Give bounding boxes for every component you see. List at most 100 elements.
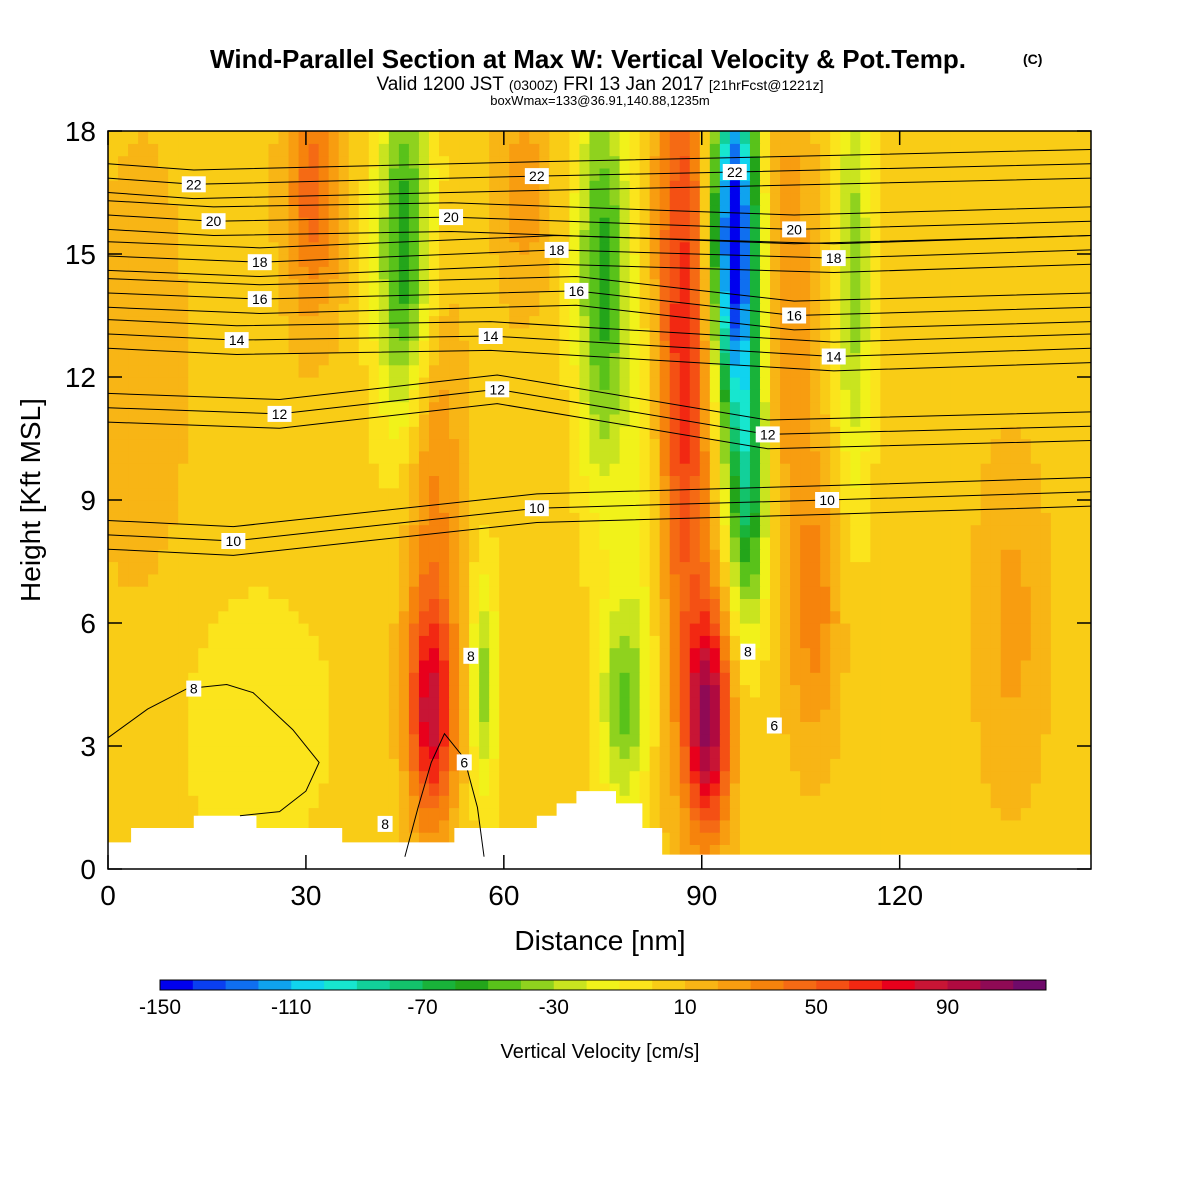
- velocity-cell: [1000, 475, 1012, 489]
- velocity-cell: [178, 659, 189, 673]
- velocity-cell: [960, 327, 972, 341]
- velocity-cell: [790, 340, 801, 353]
- velocity-cell: [539, 573, 550, 587]
- velocity-cell: [288, 684, 300, 698]
- velocity-cell: [298, 721, 310, 735]
- velocity-cell: [940, 463, 952, 476]
- velocity-cell: [719, 278, 731, 292]
- velocity-cell: [268, 733, 280, 747]
- velocity-cell: [529, 450, 540, 464]
- velocity-cell: [669, 327, 681, 341]
- velocity-cell: [258, 647, 270, 661]
- velocity-cell: [739, 290, 751, 304]
- velocity-cell: [770, 463, 781, 476]
- velocity-cell: [479, 696, 490, 710]
- velocity-cell: [950, 684, 962, 698]
- velocity-cell: [1000, 844, 1012, 858]
- velocity-cell: [148, 586, 159, 599]
- velocity-cell: [198, 782, 209, 796]
- velocity-cell: [348, 586, 360, 599]
- velocity-cell: [639, 623, 651, 636]
- velocity-cell: [408, 549, 420, 563]
- velocity-cell: [780, 389, 791, 403]
- velocity-cell: [108, 598, 119, 612]
- velocity-cell: [268, 266, 280, 280]
- velocity-cell: [1030, 659, 1042, 673]
- velocity-cell: [338, 389, 350, 403]
- velocity-cell: [810, 684, 821, 698]
- velocity-cell: [308, 315, 320, 329]
- velocity-cell: [158, 352, 169, 366]
- velocity-cell: [840, 266, 851, 280]
- velocity-cell: [719, 254, 731, 267]
- velocity-cell: [609, 696, 621, 710]
- velocity-cell: [599, 290, 611, 304]
- velocity-cell: [1070, 721, 1082, 735]
- velocity-cell: [529, 807, 540, 821]
- velocity-cell: [398, 635, 410, 649]
- velocity-cell: [549, 413, 560, 427]
- velocity-cell: [910, 266, 922, 280]
- velocity-cell: [559, 782, 571, 796]
- velocity-cell: [258, 450, 270, 464]
- velocity-cell: [218, 610, 229, 624]
- velocity-cell: [128, 290, 139, 304]
- velocity-cell: [358, 647, 370, 661]
- velocity-cell: [629, 364, 641, 378]
- velocity-cell: [499, 635, 510, 649]
- velocity-cell: [108, 438, 119, 452]
- velocity-cell: [479, 647, 490, 661]
- velocity-cell: [990, 561, 1002, 575]
- velocity-cell: [459, 746, 470, 759]
- velocity-cell: [739, 536, 751, 550]
- velocity-cell: [128, 549, 139, 563]
- velocity-cell: [830, 549, 841, 563]
- velocity-cell: [579, 327, 591, 341]
- velocity-cell: [469, 254, 480, 267]
- velocity-cell: [559, 672, 571, 686]
- velocity-cell: [970, 782, 982, 796]
- velocity-cell: [770, 684, 781, 698]
- velocity-cell: [830, 389, 841, 403]
- velocity-cell: [990, 352, 1002, 366]
- velocity-cell: [649, 549, 661, 563]
- velocity-cell: [509, 315, 520, 329]
- velocity-cell: [158, 586, 169, 599]
- velocity-cell: [840, 623, 851, 636]
- velocity-cell: [298, 635, 310, 649]
- velocity-cell: [940, 844, 952, 858]
- velocity-cell: [569, 598, 581, 612]
- velocity-cell: [489, 450, 500, 464]
- velocity-cell: [810, 377, 821, 390]
- velocity-cell: [850, 647, 861, 661]
- velocity-cell: [1030, 696, 1042, 710]
- velocity-cell: [870, 266, 881, 280]
- velocity-cell: [138, 438, 149, 452]
- velocity-cell: [278, 672, 290, 686]
- velocity-cell: [890, 659, 902, 673]
- velocity-cell: [830, 659, 841, 673]
- velocity-cell: [990, 844, 1002, 858]
- velocity-cell: [1070, 364, 1082, 378]
- velocity-cell: [318, 438, 330, 452]
- velocity-cell: [689, 770, 701, 784]
- velocity-cell: [138, 635, 149, 649]
- velocity-cell: [519, 241, 530, 255]
- velocity-cell: [529, 241, 540, 255]
- velocity-cell: [579, 450, 591, 464]
- velocity-cell: [930, 512, 942, 526]
- velocity-cell: [509, 340, 520, 353]
- velocity-cell: [368, 377, 380, 390]
- velocity-cell: [1070, 561, 1082, 575]
- velocity-cell: [469, 536, 480, 550]
- velocity-cell: [699, 340, 711, 353]
- velocity-cell: [459, 709, 470, 722]
- velocity-cell: [1030, 303, 1042, 317]
- velocity-cell: [780, 770, 791, 784]
- velocity-cell: [439, 598, 450, 612]
- velocity-cell: [970, 278, 982, 292]
- velocity-cell: [358, 413, 370, 427]
- velocity-cell: [629, 795, 641, 809]
- velocity-cell: [549, 364, 560, 378]
- velocity-cell: [649, 746, 661, 759]
